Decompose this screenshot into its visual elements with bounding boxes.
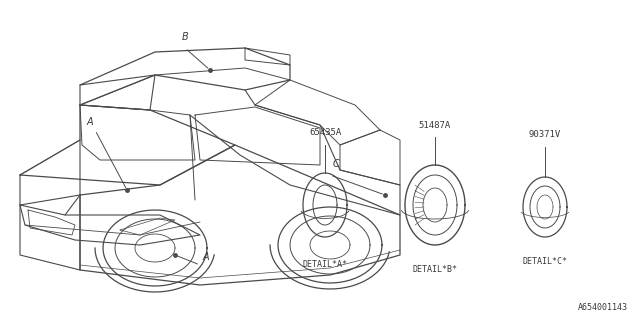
Text: DETAIL*B*: DETAIL*B* — [413, 265, 458, 274]
Text: A: A — [87, 117, 93, 127]
Text: 90371V: 90371V — [529, 130, 561, 139]
Text: DETAIL*A*: DETAIL*A* — [303, 260, 348, 269]
Text: B: B — [182, 32, 189, 42]
Text: 51487A: 51487A — [419, 121, 451, 130]
Text: DETAIL*C*: DETAIL*C* — [522, 257, 568, 266]
Text: A: A — [203, 252, 210, 262]
Text: A654001143: A654001143 — [578, 303, 628, 312]
Text: 65435A: 65435A — [309, 128, 341, 137]
Text: C: C — [333, 159, 340, 169]
